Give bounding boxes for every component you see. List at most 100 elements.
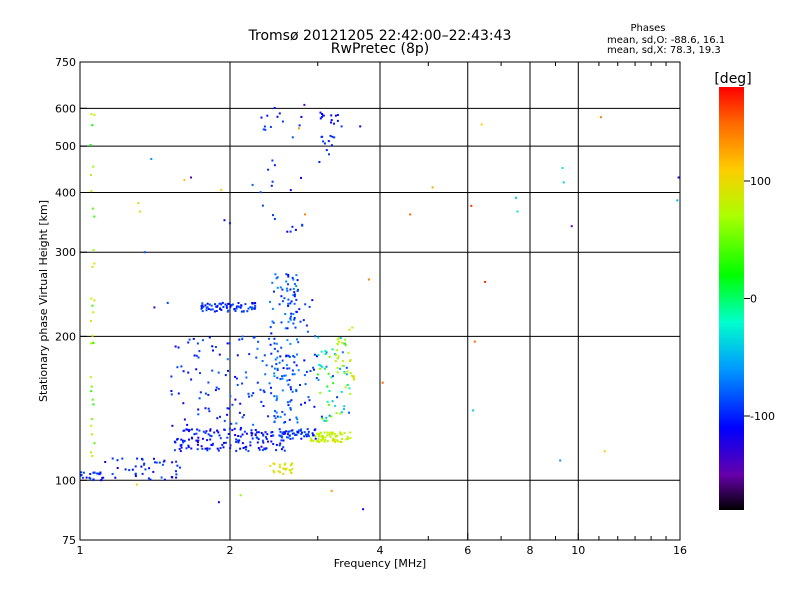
echo-point <box>270 386 272 389</box>
echo-point <box>217 371 220 374</box>
echo-point <box>171 424 174 427</box>
echo-point <box>89 376 92 379</box>
echo-point <box>317 354 320 356</box>
echo-point <box>93 442 96 445</box>
echo-point <box>296 290 299 292</box>
echo-point <box>329 431 332 434</box>
echo-point <box>264 431 267 434</box>
echo-point <box>279 471 282 474</box>
echo-point <box>291 373 294 376</box>
echo-point <box>337 355 340 358</box>
echo-point <box>198 350 201 353</box>
echo-point <box>91 418 94 421</box>
echo-point <box>282 467 285 470</box>
echo-point <box>273 471 276 474</box>
echo-point <box>320 350 323 353</box>
echo-point <box>163 478 166 481</box>
echo-point <box>207 433 210 436</box>
echo-point <box>336 349 339 352</box>
echo-point <box>279 355 282 358</box>
echo-point <box>288 418 291 421</box>
echo-point <box>323 419 326 422</box>
echo-point <box>336 357 339 360</box>
echo-point <box>89 174 92 176</box>
echo-point <box>345 373 348 376</box>
echo-point <box>93 113 96 116</box>
echo-point <box>334 360 337 363</box>
echo-point <box>335 412 338 415</box>
echo-point <box>270 332 273 335</box>
echo-point <box>111 457 114 460</box>
echo-point <box>226 310 229 313</box>
echo-point <box>343 408 345 411</box>
echo-point <box>239 494 242 497</box>
echo-point <box>245 432 248 435</box>
echo-point <box>211 444 214 447</box>
echo-point <box>262 405 265 407</box>
echo-point <box>170 393 173 396</box>
echo-point <box>218 434 221 437</box>
echo-point <box>336 114 339 116</box>
echo-point <box>180 446 183 449</box>
chart-title-line1: Tromsø 20121205 22:42:00–22:43:43 <box>248 28 512 44</box>
echo-point <box>226 358 229 361</box>
echo-point <box>92 479 95 482</box>
echo-point <box>91 334 94 337</box>
echo-point <box>186 423 189 426</box>
echo-point <box>328 153 330 156</box>
echo-point <box>282 431 285 434</box>
echo-point <box>193 433 196 436</box>
echo-point <box>207 393 210 396</box>
echo-point <box>310 437 313 440</box>
echo-point <box>173 449 176 452</box>
echo-point <box>292 322 295 325</box>
echo-point <box>260 400 263 403</box>
echo-point <box>289 288 292 291</box>
echo-point <box>177 392 180 395</box>
echo-point <box>272 434 275 437</box>
echo-point <box>281 436 284 439</box>
echo-point <box>182 370 185 373</box>
echo-point <box>288 379 291 381</box>
echo-point <box>188 338 191 341</box>
echo-point <box>317 336 320 339</box>
echo-point <box>283 374 286 377</box>
colorbar-tick-label: -100 <box>750 410 775 423</box>
echo-point <box>85 476 88 479</box>
echo-point <box>343 372 346 375</box>
echo-point <box>298 429 300 432</box>
echo-point <box>344 338 347 341</box>
echo-point <box>271 180 274 183</box>
echo-point <box>267 440 269 443</box>
echo-point <box>240 304 243 307</box>
colorbar-ticks: 100 0 -100 <box>744 175 775 423</box>
echo-point <box>281 410 284 413</box>
echo-point <box>349 392 352 395</box>
echo-point <box>161 463 164 466</box>
echo-point <box>470 204 473 207</box>
echo-point <box>289 342 292 345</box>
echo-point <box>323 142 326 145</box>
echo-point <box>89 473 92 475</box>
echo-point <box>283 297 286 300</box>
echo-point <box>190 436 193 439</box>
echo-point <box>212 349 214 352</box>
echo-point <box>91 455 94 457</box>
echo-point <box>197 439 200 442</box>
echo-point <box>293 361 296 364</box>
echo-point <box>332 438 335 441</box>
echo-point <box>207 308 210 310</box>
echo-point <box>251 306 254 309</box>
echo-point <box>325 419 328 422</box>
echo-point <box>235 449 238 452</box>
echo-point <box>281 389 284 392</box>
echo-point <box>312 366 315 369</box>
echo-point <box>90 342 92 345</box>
echo-point <box>340 411 343 414</box>
echo-point <box>236 384 239 386</box>
echo-point <box>334 440 336 443</box>
echo-point <box>236 305 239 308</box>
echo-point <box>321 417 324 420</box>
echo-point <box>279 415 282 418</box>
